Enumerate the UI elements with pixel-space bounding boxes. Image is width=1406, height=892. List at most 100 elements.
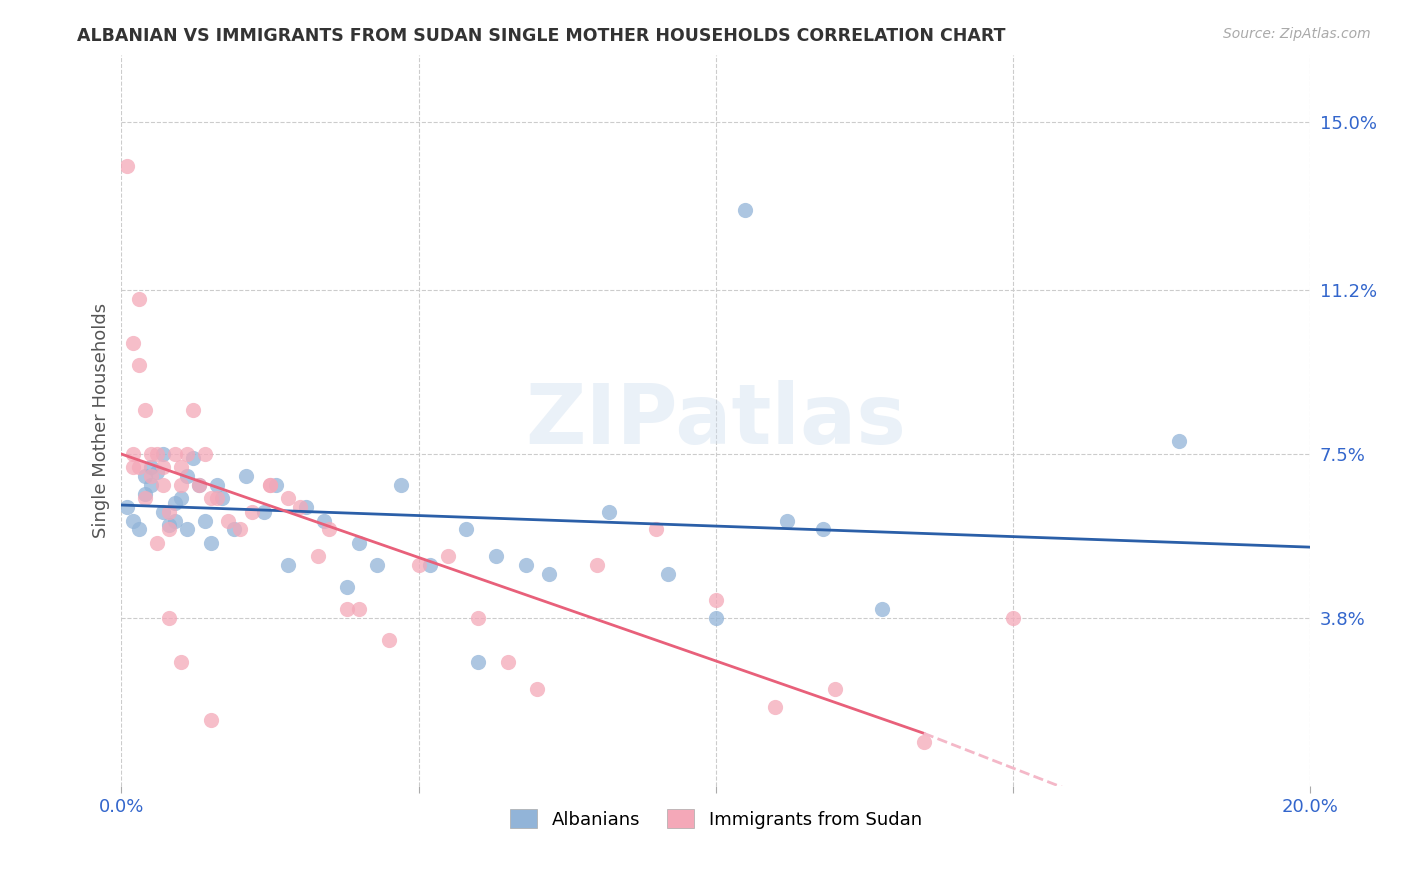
Point	[734, 203, 756, 218]
Point	[347, 535, 370, 549]
Point	[128, 460, 150, 475]
Point	[141, 460, 163, 475]
Point	[176, 447, 198, 461]
Point	[134, 491, 156, 506]
Point	[419, 558, 441, 572]
Point	[1001, 611, 1024, 625]
Point	[378, 633, 401, 648]
Point	[515, 558, 537, 572]
Point	[170, 478, 193, 492]
Point	[824, 681, 846, 696]
Point	[181, 451, 204, 466]
Point	[307, 549, 329, 563]
Text: ZIPatlas: ZIPatlas	[526, 380, 907, 461]
Point	[366, 558, 388, 572]
Point	[259, 478, 281, 492]
Point	[163, 496, 186, 510]
Point	[294, 500, 316, 515]
Point	[200, 535, 222, 549]
Point	[211, 491, 233, 506]
Point	[288, 500, 311, 515]
Point	[157, 611, 180, 625]
Point	[456, 523, 478, 537]
Point	[205, 491, 228, 506]
Point	[194, 447, 217, 461]
Point	[224, 523, 246, 537]
Point	[152, 460, 174, 475]
Point	[389, 478, 412, 492]
Text: ALBANIAN VS IMMIGRANTS FROM SUDAN SINGLE MOTHER HOUSEHOLDS CORRELATION CHART: ALBANIAN VS IMMIGRANTS FROM SUDAN SINGLE…	[77, 27, 1005, 45]
Point	[229, 523, 252, 537]
Point	[134, 487, 156, 501]
Point	[1168, 434, 1191, 448]
Point	[217, 514, 239, 528]
Point	[645, 523, 668, 537]
Point	[157, 523, 180, 537]
Point	[146, 465, 169, 479]
Point	[205, 478, 228, 492]
Point	[437, 549, 460, 563]
Point	[318, 523, 340, 537]
Point	[496, 656, 519, 670]
Point	[141, 469, 163, 483]
Point	[152, 478, 174, 492]
Point	[128, 359, 150, 373]
Point	[146, 535, 169, 549]
Point	[870, 602, 893, 616]
Point	[467, 611, 489, 625]
Point	[117, 159, 139, 173]
Point	[152, 505, 174, 519]
Point	[170, 491, 193, 506]
Point	[235, 469, 257, 483]
Point	[485, 549, 508, 563]
Point	[170, 656, 193, 670]
Point	[200, 491, 222, 506]
Point	[146, 447, 169, 461]
Point	[776, 514, 799, 528]
Y-axis label: Single Mother Households: Single Mother Households	[93, 303, 110, 539]
Point	[187, 478, 209, 492]
Point	[277, 558, 299, 572]
Point	[526, 681, 548, 696]
Point	[704, 593, 727, 607]
Point	[134, 402, 156, 417]
Point	[467, 656, 489, 670]
Point	[200, 713, 222, 727]
Point	[912, 735, 935, 749]
Point	[538, 566, 561, 581]
Point	[253, 505, 276, 519]
Point	[811, 523, 834, 537]
Point	[347, 602, 370, 616]
Point	[128, 292, 150, 306]
Point	[408, 558, 430, 572]
Point	[277, 491, 299, 506]
Point	[181, 402, 204, 417]
Legend: Albanians, Immigrants from Sudan: Albanians, Immigrants from Sudan	[503, 802, 929, 836]
Point	[122, 336, 145, 351]
Text: Source: ZipAtlas.com: Source: ZipAtlas.com	[1223, 27, 1371, 41]
Point	[336, 580, 359, 594]
Point	[134, 469, 156, 483]
Point	[163, 514, 186, 528]
Point	[152, 447, 174, 461]
Point	[312, 514, 335, 528]
Point	[157, 505, 180, 519]
Point	[122, 460, 145, 475]
Point	[240, 505, 263, 519]
Point	[264, 478, 287, 492]
Point	[141, 447, 163, 461]
Point	[141, 478, 163, 492]
Point	[176, 469, 198, 483]
Point	[122, 514, 145, 528]
Point	[763, 699, 786, 714]
Point	[170, 460, 193, 475]
Point	[157, 518, 180, 533]
Point	[187, 478, 209, 492]
Point	[122, 447, 145, 461]
Point	[336, 602, 359, 616]
Point	[176, 523, 198, 537]
Point	[586, 558, 609, 572]
Point	[117, 500, 139, 515]
Point	[128, 523, 150, 537]
Point	[657, 566, 679, 581]
